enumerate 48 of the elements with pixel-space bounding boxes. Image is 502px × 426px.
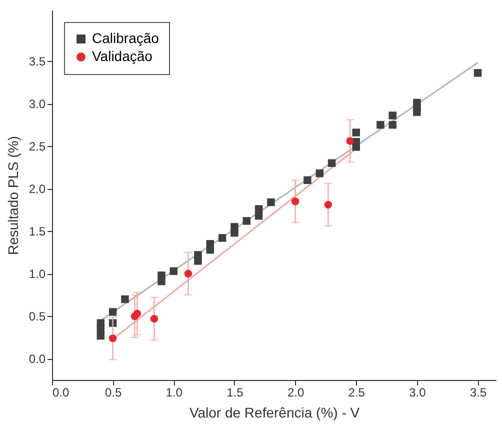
- point: [194, 251, 202, 259]
- y-axis-title: Resultado PLS (%): [4, 136, 21, 256]
- point: [413, 98, 421, 107]
- point: [96, 319, 105, 327]
- y-tick-label: 1.0: [28, 267, 46, 282]
- point: [184, 270, 192, 278]
- point: [474, 69, 482, 77]
- point: [254, 205, 263, 213]
- point: [352, 128, 360, 136]
- point: [388, 120, 396, 129]
- point: [108, 334, 117, 342]
- point: [121, 295, 129, 304]
- x-tick-label: 2.5: [348, 386, 366, 400]
- point: [316, 169, 324, 178]
- y-tick-label: 2.5: [28, 140, 46, 154]
- point: [133, 310, 142, 318]
- y-tick-label: 3.0: [28, 97, 46, 112]
- x-tick-label: 1.5: [226, 386, 244, 400]
- point: [267, 198, 275, 206]
- point: [242, 217, 251, 225]
- point: [230, 223, 238, 231]
- point: [218, 234, 226, 242]
- y-tick-label: 0.0: [28, 352, 46, 366]
- y-tick-label: 2.0: [28, 182, 46, 196]
- point: [291, 198, 300, 206]
- point: [324, 200, 332, 209]
- point: [388, 112, 396, 120]
- x-axis-title: Valor de Referência (%) - V: [189, 404, 360, 420]
- point: [304, 176, 312, 184]
- point: [108, 308, 117, 316]
- x-tick-label: 2.0: [287, 386, 304, 400]
- x-tick-label: 0.0: [52, 386, 70, 400]
- point: [328, 159, 336, 167]
- y-tick-label: 3.5: [28, 54, 46, 69]
- point: [206, 240, 214, 248]
- point: [158, 272, 166, 280]
- point: [150, 314, 158, 323]
- x-tick-label: 0.5: [104, 386, 122, 400]
- point: [376, 120, 384, 129]
- y-tick-label: 0.5: [28, 310, 46, 324]
- legend-label: Validação: [92, 48, 153, 64]
- x-tick-label: 1.0: [166, 386, 183, 400]
- legend-label: Calibração: [92, 30, 160, 46]
- x-tick-label: 3.0: [409, 386, 426, 400]
- point: [170, 267, 178, 275]
- point: [346, 137, 354, 145]
- x-tick-label: 3.5: [470, 386, 487, 400]
- y-tick-label: 1.5: [28, 224, 46, 239]
